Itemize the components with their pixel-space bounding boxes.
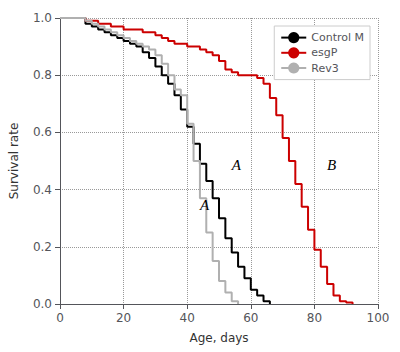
svg-text:0.8: 0.8	[33, 68, 52, 82]
svg-text:20: 20	[116, 311, 131, 325]
svg-text:100: 100	[367, 311, 390, 325]
svg-text:0.0: 0.0	[33, 297, 52, 311]
svg-text:B: B	[327, 157, 336, 173]
svg-text:A: A	[231, 157, 242, 173]
svg-text:40: 40	[180, 311, 195, 325]
svg-text:Survival rate: Survival rate	[7, 123, 21, 200]
svg-text:1.0: 1.0	[33, 11, 52, 25]
svg-text:80: 80	[307, 311, 322, 325]
svg-text:0.2: 0.2	[33, 240, 52, 254]
svg-text:0.4: 0.4	[33, 183, 52, 197]
svg-text:60: 60	[243, 311, 258, 325]
svg-text:A: A	[199, 197, 210, 213]
svg-text:esgP: esgP	[311, 46, 337, 59]
svg-text:Control M: Control M	[311, 31, 364, 44]
svg-text:0: 0	[56, 311, 64, 325]
svg-text:Rev3: Rev3	[311, 62, 338, 75]
svg-text:0.6: 0.6	[33, 125, 52, 139]
svg-text:Age, days: Age, days	[189, 331, 248, 345]
